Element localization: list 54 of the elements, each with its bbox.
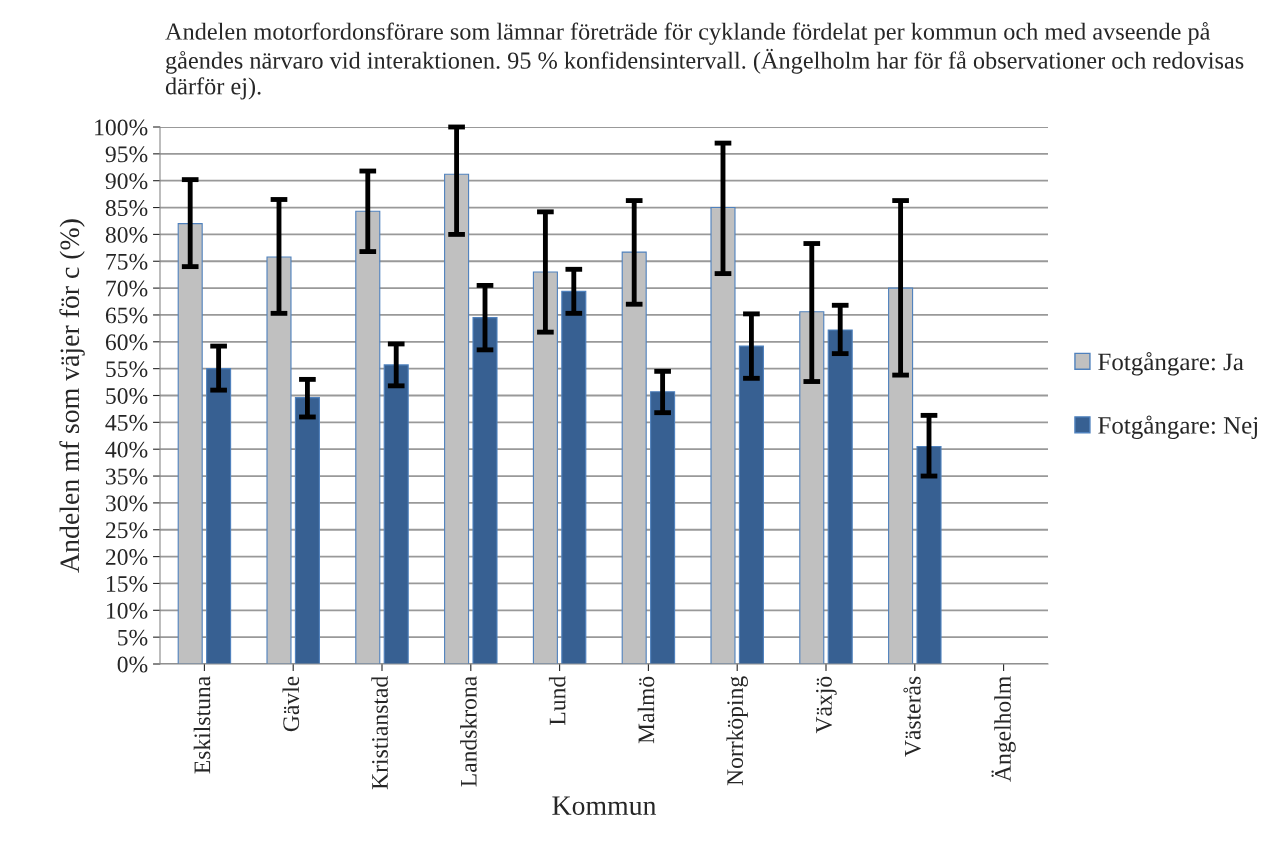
y-tick-label: 85% xyxy=(105,200,148,217)
y-axis-title: Andelen mf som väjer för c (%) xyxy=(59,219,85,573)
bar xyxy=(827,329,853,664)
x-tick-label: Norrköping xyxy=(726,676,748,786)
y-tick-label: 15% xyxy=(106,575,148,592)
bar xyxy=(799,311,825,664)
x-tick-label: Växjö xyxy=(816,676,837,734)
y-tick-label: 5% xyxy=(118,629,148,646)
bar xyxy=(738,345,764,664)
y-tick-label: 40% xyxy=(105,441,148,458)
bar xyxy=(710,206,736,664)
bar xyxy=(383,364,409,664)
y-tick-label: 95% xyxy=(105,146,148,163)
y-tick-label: 25% xyxy=(105,522,148,539)
legend-label: Fotgångare: Ja xyxy=(1098,352,1244,376)
y-tick-label: 45% xyxy=(105,414,148,431)
bar xyxy=(355,210,381,664)
bar xyxy=(472,317,498,664)
bar xyxy=(561,290,587,664)
bar xyxy=(206,368,232,664)
bar xyxy=(888,287,914,664)
bar xyxy=(621,251,647,664)
chart-title: Andelen motorfordonsförare som lämnar företräde för cyklande fördelat per kommun och med avseende på gåendes närvaro vid interaktionen. 95 % konfidensintervall. (Ängelholm har för få observationer och redovisas därför ej). xyxy=(165,22,1244,100)
y-tick-label: 0% xyxy=(117,656,148,673)
y-tick-label: 30% xyxy=(106,495,148,512)
bar xyxy=(266,256,292,664)
y-tick-label: 90% xyxy=(105,173,148,190)
legend-label: Fotgångare: Nej xyxy=(1098,415,1258,439)
y-tick-label: 80% xyxy=(105,226,148,243)
bar xyxy=(916,445,942,664)
bar xyxy=(532,271,558,664)
x-tick-label: Ängelholm xyxy=(991,676,1016,782)
y-tick-label: 65% xyxy=(105,307,148,324)
y-tick-label: 100% xyxy=(95,119,148,136)
bar xyxy=(650,391,676,664)
y-tick-label: 55% xyxy=(106,361,148,378)
x-tick-label: Kristianstad xyxy=(371,676,388,790)
bar xyxy=(444,173,470,664)
x-tick-label: Eskilstuna xyxy=(193,676,211,774)
y-tick-label: 50% xyxy=(106,387,148,404)
y-tick-label: 60% xyxy=(105,334,148,351)
bar xyxy=(177,223,203,664)
y-tick-label: 70% xyxy=(106,280,148,297)
x-tick-label: Lund xyxy=(548,676,566,725)
y-tick-label: 20% xyxy=(105,549,148,566)
x-tick-label: Gävle xyxy=(282,676,300,732)
y-tick-label: 10% xyxy=(106,602,148,619)
bar xyxy=(294,397,320,664)
x-tick-label: Landskrona xyxy=(460,676,477,787)
x-tick-label: Malmö xyxy=(637,676,655,744)
y-tick-label: 75% xyxy=(106,253,148,270)
y-tick-label: 35% xyxy=(106,468,148,485)
x-tick-label: Västerås xyxy=(903,676,921,757)
x-axis-title: Kommun xyxy=(552,796,657,816)
